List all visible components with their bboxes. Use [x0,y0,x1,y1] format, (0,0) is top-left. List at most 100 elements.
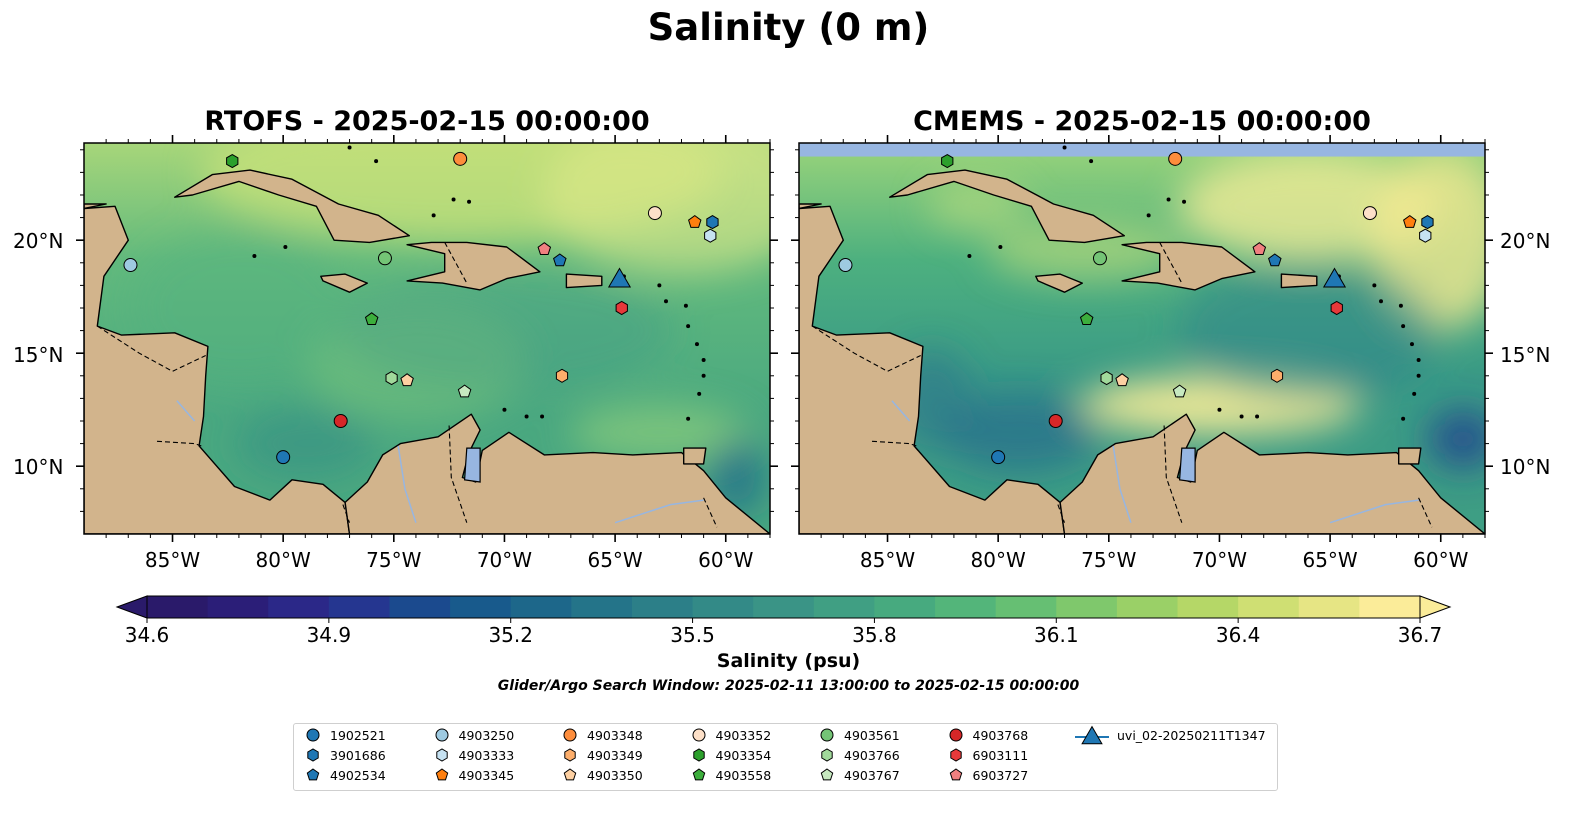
country-border [156,440,202,447]
colorbar-bin [813,596,876,618]
legend: 1902521 3901686 4902534 4903250 4903333 49033… [293,723,1278,791]
legend-marker-pentagon-icon [306,768,320,781]
colorbar-extend-low [115,595,148,619]
marker-4903333 [704,228,717,243]
country-border [1163,425,1183,523]
legend-marker-triangle-icon [1075,725,1109,745]
lon-label-65W-panel1: 65°W [587,548,643,572]
marker-uvi_02-20250211T1347 [607,267,632,288]
legend-label: 4903558 [715,767,772,783]
marker-4903561 [1092,251,1107,266]
country-border [703,497,718,528]
legend-item-4903767: 4903767 [818,767,900,783]
marker-4903561 [377,251,392,266]
legend-item-4903345: 4903345 [433,767,515,783]
colorbar-bin [510,596,572,618]
colorbar-bin [328,596,391,618]
marker-4903250 [838,258,853,273]
float-markers [838,151,1434,465]
legend-marker-circle-icon [949,728,962,742]
legend-item-4903766: 4903766 [818,747,900,763]
small-island [283,244,288,249]
colorbar-tick-35.2: 35.2 [488,623,533,647]
small-island [701,357,706,362]
marker-4903766 [385,371,398,386]
lon-label-75W-panel2: 75°W [1081,548,1137,572]
legend-item-4902534: 4902534 [304,767,386,783]
legend-item-4903349: 4903349 [561,747,643,763]
legend-marker-hexagon-icon [692,748,705,762]
small-island [540,414,545,419]
legend-label: 4903250 [458,727,515,743]
lon-label-80W-panel1: 80°W [255,548,311,572]
small-island [686,324,691,329]
small-island [686,416,691,421]
country-border [1057,504,1066,523]
lat-label-20n-right: 20°N [1500,229,1551,253]
colorbar-bin [692,596,754,618]
colorbar-tick-36.7: 36.7 [1397,623,1443,647]
legend-marker-pentagon-icon [563,768,577,781]
legend-marker-circle-icon [820,728,834,742]
legend-marker-circle-icon [692,728,705,742]
colorbar-bin [1116,596,1179,618]
lat-label-20n-left: 20°N [13,229,64,253]
marker-1902521 [276,450,291,465]
legend-marker-pentagon-icon [692,768,705,781]
colorbar-bin [631,596,694,618]
legend-marker-hexagon-icon [564,748,576,762]
land-yucatan_tip [84,203,107,210]
river [176,400,196,422]
marker-6903727 [1252,242,1267,255]
map-content [84,143,770,534]
marker-4903558 [1079,312,1094,325]
colorbar-bin [1359,596,1421,618]
legend-label: uvi_02-20250211T1347 [1117,727,1266,743]
colorbar-tick-35.5: 35.5 [670,623,715,647]
small-island [701,373,706,378]
small-island [1217,407,1222,412]
small-island [683,303,688,308]
legend-label: 4903345 [458,767,515,783]
colorbar-bin [1238,596,1300,618]
marker-4903768 [333,413,348,428]
legend-label: 6903111 [972,747,1029,763]
legend-label: 4903350 [587,767,643,783]
country-border [1418,497,1433,528]
colorbar-bin [874,596,936,618]
colorbar-bin [268,596,330,618]
lon-label-80W-panel2: 80°W [970,548,1026,572]
small-island [502,407,507,412]
land-south [344,413,770,534]
colorbar-tick-36.4: 36.4 [1215,623,1261,647]
small-island [1062,145,1067,150]
lat-label-10n-left: 10°N [13,455,64,479]
marker-4903348 [453,151,468,166]
small-island [1412,391,1417,396]
legend-item-1902521: 1902521 [304,727,386,743]
small-island [1416,373,1421,378]
small-island [697,391,702,396]
legend-marker-hexagon-icon [435,748,448,762]
panel-title-cmems: CMEMS - 2025-02-15 00:00:00 [913,106,1371,137]
small-island [1401,416,1406,421]
marker-4903250 [123,258,138,273]
legend-label: 4903768 [972,727,1029,743]
legend-marker-pentagon-icon [949,768,962,781]
small-island [1416,357,1421,362]
marker-4903350 [1115,373,1129,387]
colorbar [115,595,1452,623]
lon-label-75W-panel1: 75°W [366,548,422,572]
land-jamaica [1035,273,1083,293]
country-border [448,425,468,523]
axis-ticks [76,135,778,542]
marker-6903727 [537,242,552,255]
small-island [451,197,456,202]
legend-marker-circle-icon [435,728,448,742]
lake-maracaibo [1178,447,1196,483]
land-trinidad [1398,447,1422,465]
marker-4903768 [1048,413,1063,428]
float-markers [123,151,719,465]
marker-4903349 [1270,368,1284,383]
legend-marker-hexagon-icon [949,748,962,762]
